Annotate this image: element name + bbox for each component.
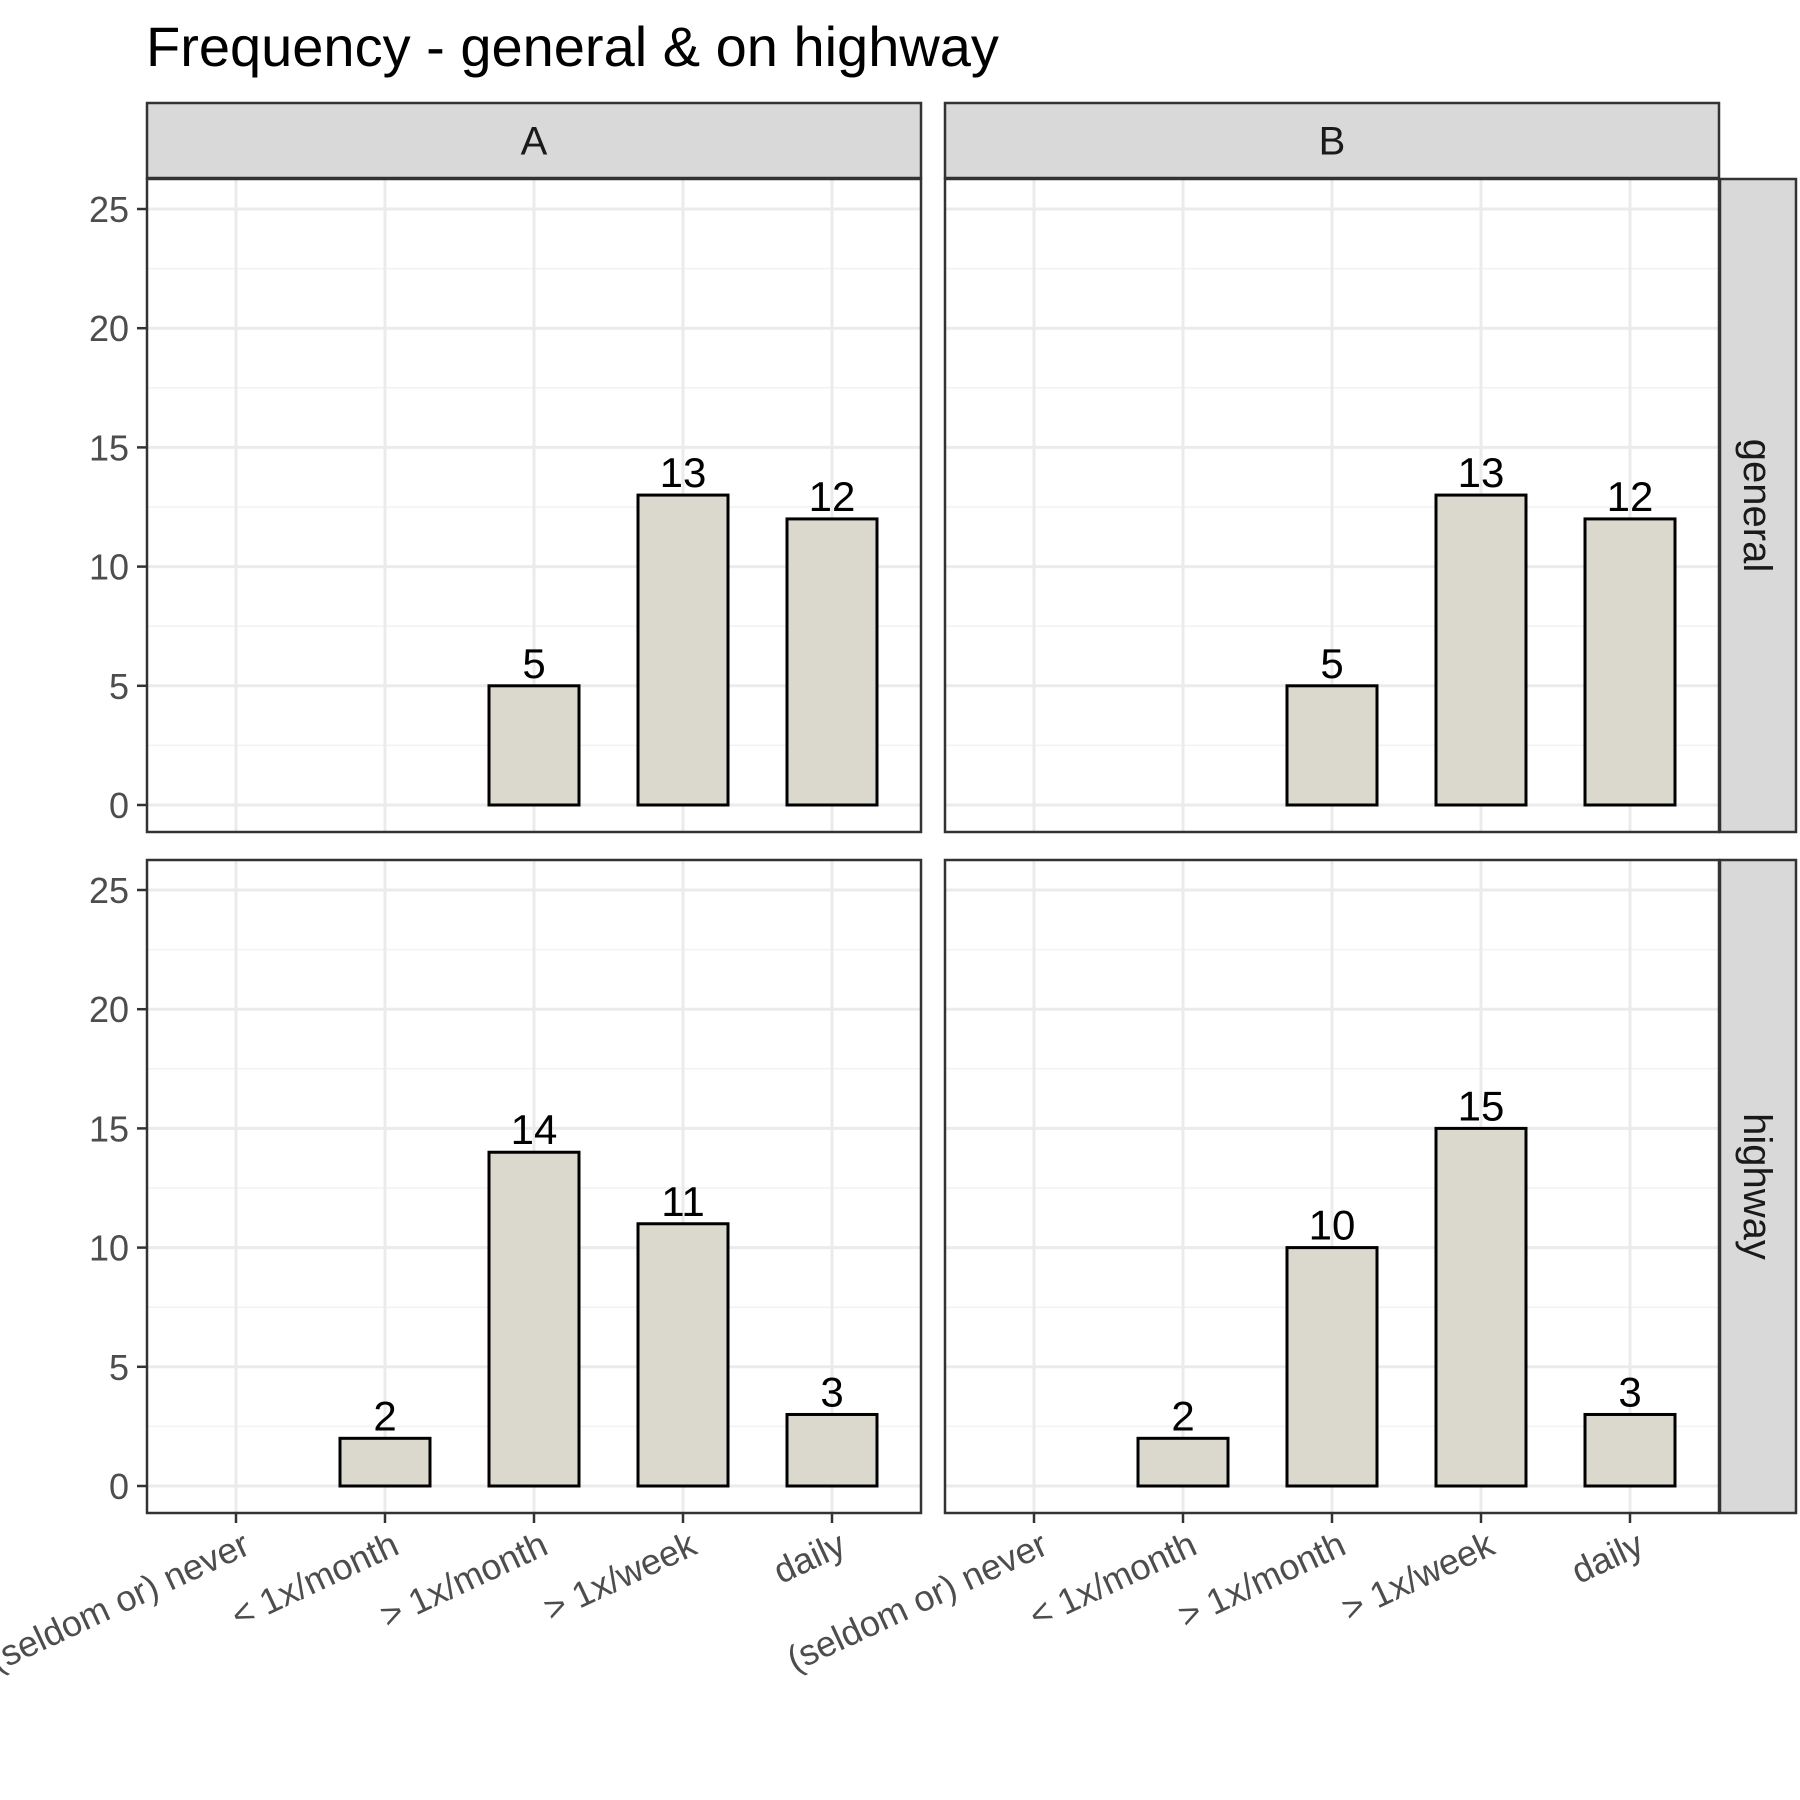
bar (636, 493, 730, 807)
bar (487, 1150, 581, 1488)
y-tick-label: 20 (89, 308, 129, 349)
bar-value-label: 13 (660, 449, 707, 496)
facet-strip-highway (1718, 858, 1798, 1515)
panels-layer: A Bgeneralhighway513120510152025513122141… (0, 101, 1798, 1679)
panel-border-B-general (943, 177, 1721, 834)
bar-value-label: 13 (1458, 449, 1505, 496)
bar (1434, 493, 1528, 807)
chart-title: Frequency - general & on highway (146, 15, 999, 78)
bar-value-label: 11 (661, 1178, 705, 1225)
bar (1434, 1126, 1528, 1488)
x-tick-label: daily (1565, 1523, 1649, 1591)
bar (636, 1222, 730, 1488)
y-tick-label: 25 (89, 870, 129, 911)
facet-strip-general (1718, 177, 1798, 834)
bar-value-label: 12 (809, 473, 856, 520)
y-tick-label: 10 (89, 1228, 129, 1269)
x-tick-label: > 1x/week (1335, 1523, 1501, 1630)
y-tick-label: 0 (109, 785, 129, 826)
bar-value-label: 12 (1607, 473, 1654, 520)
bar-value-label: 10 (1309, 1202, 1356, 1249)
x-tick-label: < 1x/month (225, 1523, 405, 1636)
x-tick-label: > 1x/week (537, 1523, 703, 1630)
facet-strip-label-highway: highway (1735, 1113, 1779, 1260)
bar (487, 684, 581, 807)
y-tick-label: 15 (89, 427, 129, 468)
bar-value-label: 5 (1320, 640, 1343, 687)
panel-border-A-general (145, 177, 923, 834)
bar (1285, 1246, 1379, 1488)
bar-value-label: 3 (820, 1368, 843, 1415)
x-tick-label: < 1x/month (1023, 1523, 1203, 1636)
facet-strip-A (145, 101, 923, 180)
x-tick-label: > 1x/month (374, 1523, 554, 1636)
x-tick-label: > 1x/month (1172, 1523, 1352, 1636)
bar (1285, 684, 1379, 807)
facet-strip-label-A: A (521, 120, 548, 164)
bar-value-label: 2 (1171, 1392, 1194, 1439)
bar (1583, 517, 1677, 807)
facet-strip-label-B: B (1319, 120, 1346, 164)
y-tick-label: 15 (89, 1108, 129, 1149)
y-tick-label: 25 (89, 189, 129, 230)
bar-value-label: 5 (522, 640, 545, 687)
bar-value-label: 14 (511, 1106, 558, 1153)
x-tick-label: (seldom or) never (0, 1523, 255, 1679)
y-tick-label: 5 (109, 1347, 129, 1388)
y-tick-label: 10 (89, 547, 129, 588)
bar (785, 517, 879, 807)
y-tick-label: 0 (109, 1466, 129, 1507)
y-tick-label: 5 (109, 666, 129, 707)
bar (785, 1412, 879, 1488)
x-tick-label: daily (767, 1523, 851, 1591)
bar (338, 1436, 432, 1488)
bar (1136, 1436, 1230, 1488)
y-tick-label: 20 (89, 989, 129, 1030)
bar (1583, 1412, 1677, 1488)
facet-strip-B (943, 101, 1721, 180)
facet-strip-label-general: general (1735, 439, 1779, 572)
bar-value-label: 2 (373, 1392, 396, 1439)
bar-value-label: 15 (1458, 1082, 1505, 1129)
bar-value-label: 3 (1618, 1368, 1641, 1415)
